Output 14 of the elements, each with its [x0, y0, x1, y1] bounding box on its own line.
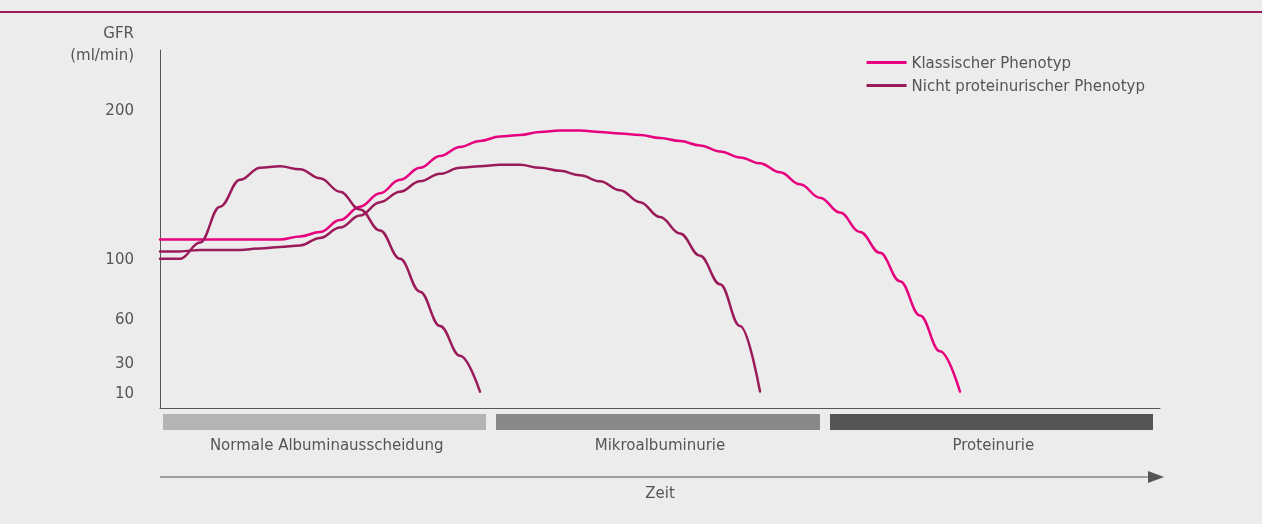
- y-tick-label: 60: [114, 309, 134, 328]
- y-axis-title: GFR (ml/min): [69, 23, 134, 66]
- y-tick-label: 10: [114, 384, 134, 403]
- y-tick-label: 200: [105, 100, 134, 119]
- line-series: [158, 163, 762, 393]
- text: Normale Albuminausscheidung: [208, 436, 445, 454]
- y-tick-label: 100: [105, 249, 134, 268]
- text: Zeit: [644, 484, 676, 502]
- legend-label: Nicht proteinurischer Phenotyp: [911, 76, 1146, 95]
- legend-label: Klassischer Phenotyp: [911, 53, 1072, 72]
- line-series: [158, 129, 962, 393]
- text: Mikroalbuminurie: [593, 436, 727, 454]
- y-tick-label: 30: [114, 354, 134, 373]
- text: Proteinurie: [951, 436, 1036, 454]
